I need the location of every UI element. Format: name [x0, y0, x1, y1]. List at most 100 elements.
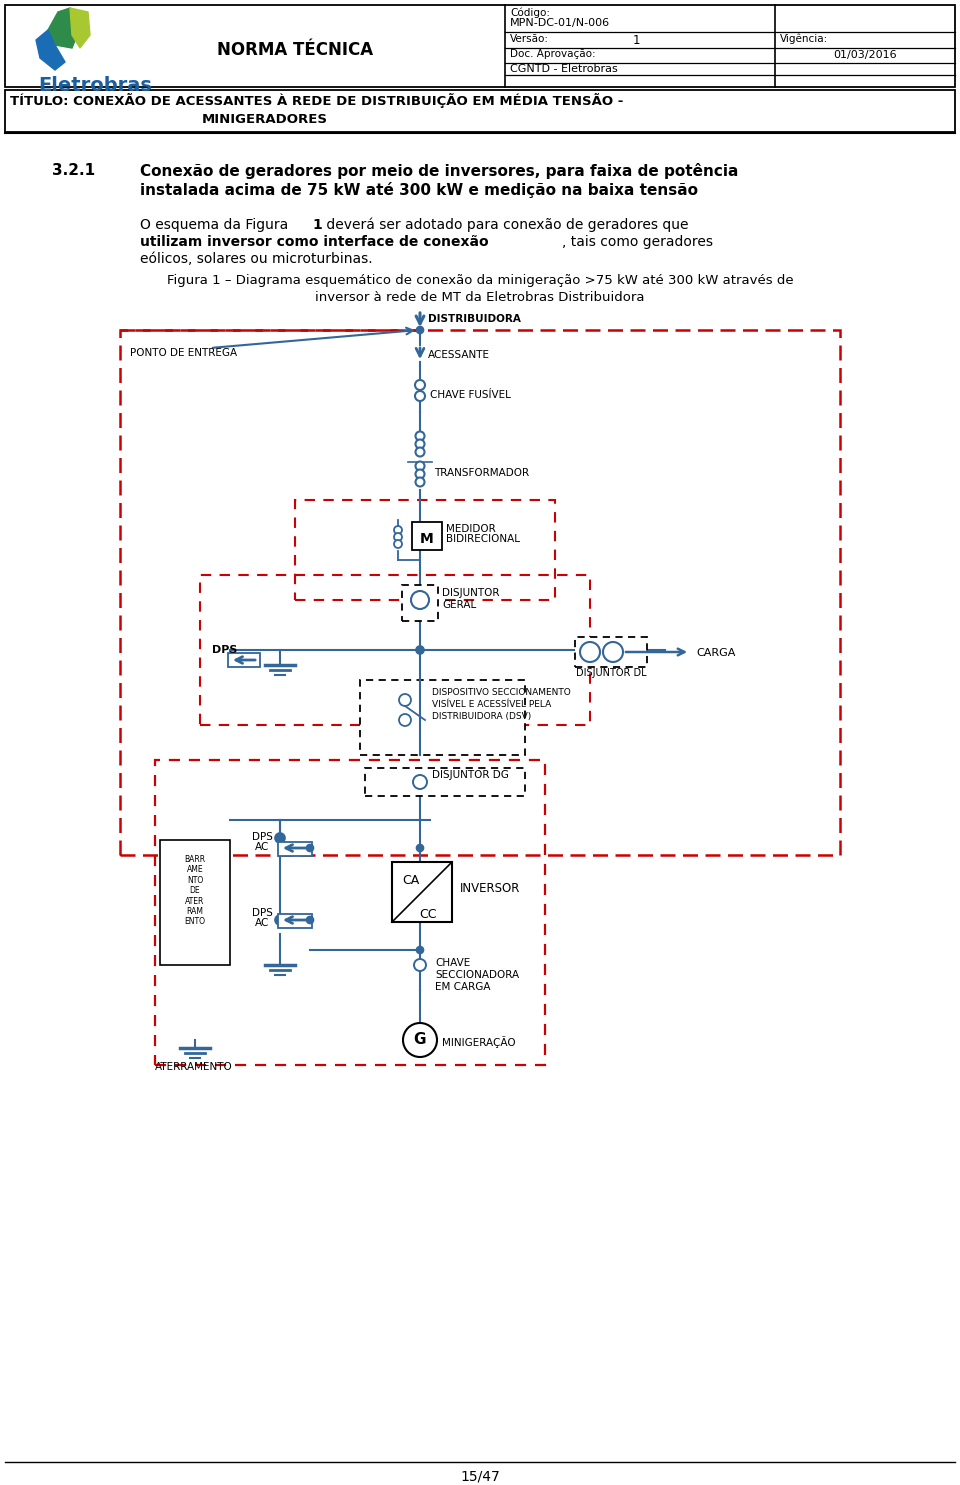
Circle shape [275, 915, 285, 925]
Text: Versão:: Versão: [510, 34, 549, 45]
Circle shape [416, 469, 424, 478]
Text: CC: CC [420, 907, 437, 921]
Circle shape [580, 642, 600, 662]
Bar [5, 4, 955, 88]
Circle shape [416, 440, 424, 448]
Text: DPS: DPS [212, 644, 237, 655]
Text: Vigência:: Vigência: [780, 34, 828, 45]
Circle shape [415, 380, 425, 391]
Text: , tais como geradores: , tais como geradores [562, 235, 713, 249]
Bar [278, 842, 312, 855]
Text: AC: AC [254, 842, 269, 852]
Text: Eletrobras: Eletrobras [38, 76, 152, 95]
Text: Figura 1 – Diagrama esquemático de conexão da minigeração >75 kW até 300 kW atra: Figura 1 – Diagrama esquemático de conex… [167, 275, 793, 287]
Text: EM CARGA: EM CARGA [435, 982, 491, 992]
Text: Conexão de geradores por meio de inversores, para faixa de potência: Conexão de geradores por meio de inverso… [140, 163, 738, 180]
Text: BIDIRECIONAL: BIDIRECIONAL [446, 535, 520, 544]
Text: TÍTULO: CONEXÃO DE ACESSANTES À REDE DE DISTRIBUIÇÃO EM MÉDIA TENSÃO -: TÍTULO: CONEXÃO DE ACESSANTES À REDE DE … [10, 94, 623, 108]
Circle shape [394, 533, 402, 541]
Text: DISJUNTOR: DISJUNTOR [442, 588, 499, 598]
Circle shape [416, 478, 424, 487]
Text: instalada acima de 75 kW até 300 kW e medição na baixa tensão: instalada acima de 75 kW até 300 kW e me… [140, 183, 698, 198]
Circle shape [306, 845, 314, 851]
Text: NORMA TÉCNICA: NORMA TÉCNICA [217, 42, 373, 59]
Text: CGNTD - Eletrobras: CGNTD - Eletrobras [510, 64, 617, 74]
Text: 1: 1 [312, 218, 322, 232]
Text: PONTO DE ENTREGA: PONTO DE ENTREGA [130, 347, 237, 358]
Text: AC: AC [254, 918, 269, 928]
Bar [160, 841, 230, 965]
Text: DISPOSITIVO SECCIONAMENTO: DISPOSITIVO SECCIONAMENTO [432, 688, 571, 696]
Circle shape [416, 462, 424, 471]
Circle shape [416, 447, 424, 456]
Circle shape [415, 391, 425, 401]
Circle shape [417, 327, 423, 334]
Text: DISJUNTOR DG: DISJUNTOR DG [432, 771, 509, 780]
Text: MINIGERAÇÃO: MINIGERAÇÃO [442, 1037, 516, 1048]
Circle shape [416, 432, 424, 441]
Text: O esquema da Figura: O esquema da Figura [140, 218, 293, 232]
Text: 01/03/2016: 01/03/2016 [833, 50, 897, 59]
Text: CHAVE FUSÍVEL: CHAVE FUSÍVEL [430, 391, 511, 399]
Polygon shape [70, 7, 90, 48]
Circle shape [399, 693, 411, 705]
Text: GERAL: GERAL [442, 600, 476, 610]
Bar [5, 91, 955, 132]
Bar [365, 768, 525, 796]
Circle shape [417, 946, 423, 953]
Text: 3.2.1: 3.2.1 [52, 163, 95, 178]
Bar [360, 680, 525, 754]
Text: TRANSFORMADOR: TRANSFORMADOR [434, 468, 529, 478]
Bar [402, 585, 438, 621]
Circle shape [394, 541, 402, 548]
Text: 15/47: 15/47 [460, 1470, 500, 1484]
Text: 1: 1 [633, 34, 639, 48]
Bar [295, 500, 555, 600]
Bar [575, 637, 647, 667]
Circle shape [416, 646, 424, 653]
Bar [278, 913, 312, 928]
Polygon shape [36, 30, 65, 70]
Bar [120, 330, 840, 855]
Circle shape [403, 1023, 437, 1057]
Text: eólicos, solares ou microturbinas.: eólicos, solares ou microturbinas. [140, 252, 372, 266]
Polygon shape [48, 7, 80, 48]
Text: CA: CA [402, 875, 420, 887]
Circle shape [417, 845, 423, 851]
Text: DISTRIBUIDORA (DSV): DISTRIBUIDORA (DSV) [432, 711, 531, 722]
Text: inversor à rede de MT da Eletrobras Distribuidora: inversor à rede de MT da Eletrobras Dist… [315, 291, 645, 304]
Text: DPS: DPS [252, 907, 273, 918]
Bar [200, 575, 590, 725]
Text: MPN-DC-01/N-006: MPN-DC-01/N-006 [510, 18, 611, 28]
Text: SECCIONADORA: SECCIONADORA [435, 970, 519, 980]
Bar [228, 653, 260, 667]
Text: VISÍVEL E ACESSÍVEL PELA: VISÍVEL E ACESSÍVEL PELA [432, 699, 551, 708]
Bar [412, 523, 442, 549]
Circle shape [411, 591, 429, 609]
Text: Doc. Aprovação:: Doc. Aprovação: [510, 49, 595, 59]
Text: MINIGERADORES: MINIGERADORES [202, 113, 328, 126]
Text: DISTRIBUIDORA: DISTRIBUIDORA [428, 313, 521, 324]
Text: BARR
AME
NTO
DE
ATER
RAM
ENTO: BARR AME NTO DE ATER RAM ENTO [184, 855, 205, 927]
Circle shape [399, 714, 411, 726]
Text: CARGA: CARGA [696, 647, 735, 658]
Circle shape [394, 526, 402, 535]
Text: CHAVE: CHAVE [435, 958, 470, 968]
Text: utilizam inversor como interface de conexão: utilizam inversor como interface de cone… [140, 235, 489, 249]
Text: DISJUNTOR DL: DISJUNTOR DL [576, 668, 647, 679]
Bar [155, 760, 545, 1065]
Bar [392, 861, 452, 922]
Text: deverá ser adotado para conexão de geradores que: deverá ser adotado para conexão de gerad… [322, 218, 688, 233]
Circle shape [306, 916, 314, 924]
Text: ATERRAMENTO: ATERRAMENTO [155, 1062, 232, 1072]
Circle shape [603, 642, 623, 662]
Text: G: G [414, 1032, 426, 1047]
Text: INVERSOR: INVERSOR [460, 882, 520, 895]
Text: M: M [420, 532, 434, 546]
Circle shape [414, 959, 426, 971]
Text: Código:: Código: [510, 7, 550, 18]
Text: DPS: DPS [252, 832, 273, 842]
Circle shape [413, 775, 427, 789]
Text: MEDIDOR: MEDIDOR [446, 524, 495, 535]
Text: ACESSANTE: ACESSANTE [428, 350, 490, 359]
